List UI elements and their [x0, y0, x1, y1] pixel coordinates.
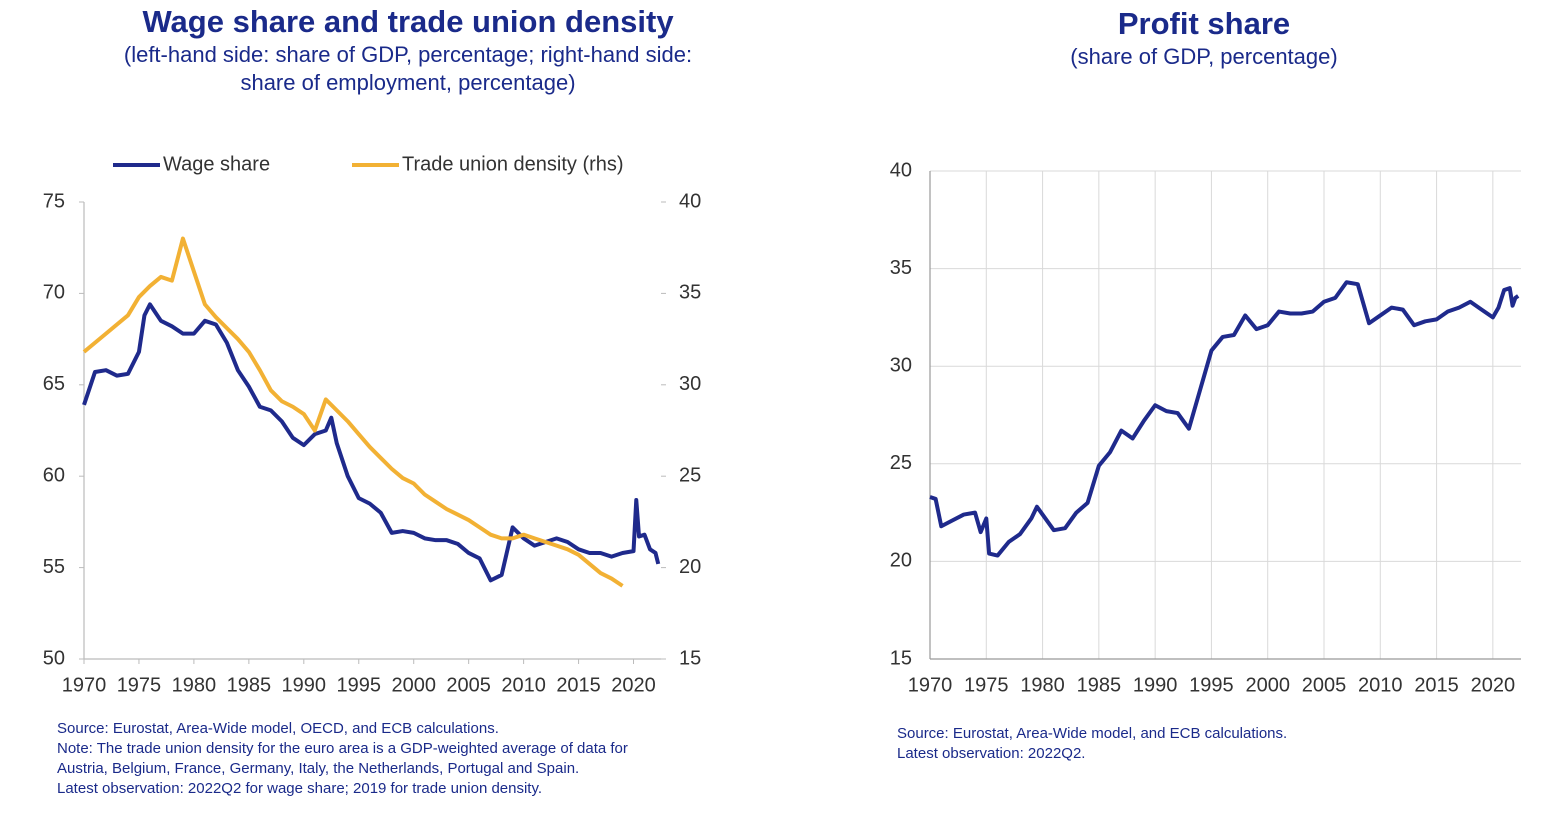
x-tick-label: 2015 — [1414, 674, 1459, 696]
y-tick-label: 75 — [43, 190, 65, 212]
x-tick-label: 1975 — [964, 674, 1009, 696]
x-tick-label: 2010 — [1358, 674, 1403, 696]
x-tick-label: 2005 — [446, 674, 491, 696]
y2-tick-label: 25 — [679, 464, 701, 486]
x-tick-label: 1990 — [282, 674, 327, 696]
y-tick-label: 30 — [890, 354, 912, 376]
y-tick-label: 25 — [890, 452, 912, 474]
source-note: Note: The trade union density for the eu… — [57, 740, 628, 757]
chart-subtitle: share of employment, percentage) — [240, 70, 576, 95]
source-note: Latest observation: 2022Q2. — [897, 745, 1086, 762]
x-tick-label: 1985 — [227, 674, 272, 696]
data-line — [929, 280, 1520, 558]
x-tick-label: 2005 — [1302, 674, 1347, 696]
x-tick-label: 1975 — [117, 674, 162, 696]
y2-tick-label: 20 — [679, 556, 701, 578]
y-tick-label: 65 — [43, 373, 65, 395]
y-tick-label: 70 — [43, 282, 65, 304]
x-tick-label: 1980 — [172, 674, 217, 696]
y-tick-label: 60 — [43, 464, 65, 486]
data-line — [82, 236, 624, 588]
chart-subtitle: (left-hand side: share of GDP, percentag… — [123, 42, 693, 67]
y-tick-label: 35 — [890, 257, 912, 279]
x-tick-label: 1970 — [62, 674, 107, 696]
y2-tick-label: 15 — [679, 647, 701, 669]
x-tick-label: 2000 — [391, 674, 436, 696]
data-line — [82, 302, 661, 583]
x-tick-label: 1980 — [1020, 674, 1065, 696]
x-tick-label: 1990 — [1133, 674, 1178, 696]
legend-label: Wage share — [163, 153, 270, 175]
y-tick-label: 15 — [890, 647, 912, 669]
legend-label: Trade union density (rhs) — [402, 153, 624, 175]
y-tick-label: 20 — [890, 550, 912, 572]
x-tick-label: 2020 — [1471, 674, 1516, 696]
chart-title: Profit share — [1117, 6, 1291, 41]
source-note: Source: Eurostat, Area-Wide model, and E… — [897, 725, 1288, 742]
y-tick-label: 40 — [890, 159, 912, 181]
y-tick-label: 55 — [43, 556, 65, 578]
x-tick-label: 2010 — [501, 674, 546, 696]
chart-subtitle: (share of GDP, percentage) — [1070, 44, 1338, 69]
source-note: Latest observation: 2022Q2 for wage shar… — [57, 780, 543, 797]
y2-tick-label: 30 — [679, 373, 701, 395]
x-tick-label: 2020 — [611, 674, 656, 696]
x-tick-label: 2000 — [1245, 674, 1290, 696]
x-tick-label: 2015 — [556, 674, 601, 696]
y2-tick-label: 35 — [679, 282, 701, 304]
x-tick-label: 1995 — [1189, 674, 1234, 696]
y2-tick-label: 40 — [679, 190, 701, 212]
x-tick-label: 1995 — [337, 674, 382, 696]
chart-title: Wage share and trade union density — [142, 4, 674, 39]
source-note: Source: Eurostat, Area-Wide model, OECD,… — [57, 720, 499, 737]
x-tick-label: 1985 — [1077, 674, 1122, 696]
x-tick-label: 1970 — [908, 674, 953, 696]
source-note: Austria, Belgium, France, Germany, Italy… — [57, 760, 580, 777]
y-tick-label: 50 — [43, 647, 65, 669]
